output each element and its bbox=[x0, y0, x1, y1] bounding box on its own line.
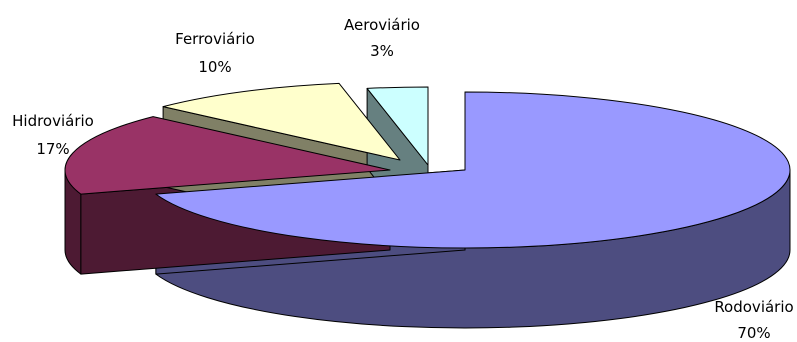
value-label-hidrovirio: 17% bbox=[36, 140, 69, 158]
label-ferrovirio: Ferroviário bbox=[175, 30, 255, 48]
value-label-rodovirio: 70% bbox=[737, 324, 770, 342]
value-label-ferrovirio: 10% bbox=[198, 58, 231, 76]
value-label-aerovirio: 3% bbox=[370, 42, 394, 60]
slice-hidrovirio bbox=[64, 116, 391, 195]
label-rodovirio: Rodoviário bbox=[714, 298, 793, 316]
slice-tops bbox=[64, 82, 791, 249]
slice-ferrovirio bbox=[162, 82, 401, 161]
label-hidrovirio: Hidroviário bbox=[12, 112, 94, 130]
slice-aerovirio bbox=[366, 86, 429, 166]
label-aerovirio: Aeroviário bbox=[344, 16, 420, 34]
slice-rodovirio bbox=[155, 91, 791, 249]
slice-labels: Rodoviário 70% Hidroviário 17% Ferroviário 10… bbox=[12, 16, 794, 342]
